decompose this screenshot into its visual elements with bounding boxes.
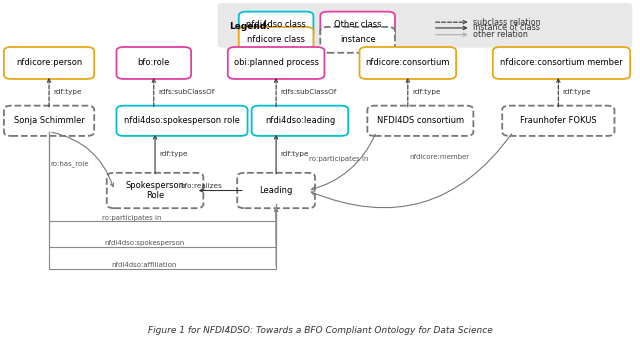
Text: nfdi4dso:spokesperson role: nfdi4dso:spokesperson role [124, 116, 240, 125]
FancyBboxPatch shape [493, 47, 630, 79]
Text: Legend:: Legend: [229, 22, 270, 31]
Text: ro:participates in: ro:participates in [102, 215, 161, 221]
Text: obi:planned process: obi:planned process [234, 59, 319, 67]
Text: rdf:type: rdf:type [54, 89, 82, 95]
Text: nfdicore:person: nfdicore:person [16, 59, 82, 67]
Text: nfdicore:consortium member: nfdicore:consortium member [500, 59, 623, 67]
Text: bfo:realizes: bfo:realizes [180, 184, 221, 189]
Text: nfdicore:consortium: nfdicore:consortium [365, 59, 450, 67]
FancyBboxPatch shape [239, 27, 314, 53]
Text: nfdi4dso:spokesperson: nfdi4dso:spokesperson [104, 240, 184, 246]
FancyBboxPatch shape [116, 105, 248, 136]
FancyBboxPatch shape [237, 173, 315, 208]
FancyBboxPatch shape [107, 173, 204, 208]
Text: ro:participates in: ro:participates in [309, 156, 369, 162]
FancyBboxPatch shape [367, 105, 474, 136]
FancyBboxPatch shape [218, 3, 632, 48]
Text: NFDI4DS consortium: NFDI4DS consortium [377, 116, 464, 125]
Text: subclass relation: subclass relation [473, 18, 541, 27]
FancyBboxPatch shape [116, 47, 191, 79]
FancyBboxPatch shape [252, 105, 348, 136]
FancyBboxPatch shape [228, 47, 324, 79]
Text: rdfs:subClassOf: rdfs:subClassOf [158, 89, 214, 95]
FancyBboxPatch shape [4, 105, 94, 136]
Text: nfdicore class: nfdicore class [247, 35, 305, 44]
FancyBboxPatch shape [320, 12, 395, 37]
Text: rdf:type: rdf:type [159, 151, 188, 157]
Text: Spokesperson
Role: Spokesperson Role [125, 181, 184, 200]
Text: rdfs:subClassOf: rdfs:subClassOf [280, 89, 337, 95]
Text: bfo:role: bfo:role [138, 59, 170, 67]
FancyBboxPatch shape [360, 47, 456, 79]
Text: ro:has_role: ro:has_role [51, 160, 89, 167]
Text: other relation: other relation [473, 30, 528, 39]
Text: Fraunhofer FOKUS: Fraunhofer FOKUS [520, 116, 596, 125]
Text: Other class: Other class [334, 20, 381, 29]
FancyBboxPatch shape [4, 47, 94, 79]
FancyBboxPatch shape [502, 105, 614, 136]
Text: rdf:type: rdf:type [412, 89, 441, 95]
Text: Leading: Leading [259, 186, 292, 195]
Text: nfdi4dso class: nfdi4dso class [246, 20, 306, 29]
Text: Sonja Schimmler: Sonja Schimmler [13, 116, 84, 125]
Text: rdf:type: rdf:type [280, 151, 309, 157]
Text: Figure 1 for NFDI4DSO: Towards a BFO Compliant Ontology for Data Science: Figure 1 for NFDI4DSO: Towards a BFO Com… [148, 326, 492, 335]
FancyBboxPatch shape [239, 12, 314, 37]
Text: rdf:type: rdf:type [563, 89, 591, 95]
Text: instance: instance [340, 35, 376, 44]
Text: nfdi4dso:leading: nfdi4dso:leading [265, 116, 335, 125]
Text: nfdicore:member: nfdicore:member [409, 154, 469, 160]
FancyBboxPatch shape [320, 27, 395, 53]
Text: instance of class: instance of class [473, 24, 540, 33]
Text: nfdi4dso:affiliation: nfdi4dso:affiliation [112, 262, 177, 268]
